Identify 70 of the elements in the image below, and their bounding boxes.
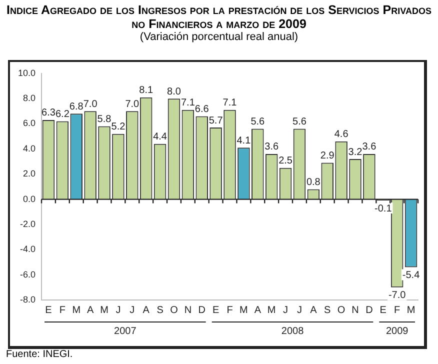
y-tick-label: -6.0 [20, 269, 36, 280]
data-label: 5.8 [97, 114, 112, 126]
y-tick-label: 2.0 [23, 168, 36, 179]
data-label: 5.2 [111, 122, 126, 133]
x-tick-label: M [100, 304, 108, 316]
x-tick-label: M [240, 304, 248, 316]
data-label: 6.2 [55, 108, 70, 120]
x-tick-label: J [296, 304, 302, 316]
data-label: 5.7 [208, 115, 224, 126]
text: 2007 [114, 326, 137, 337]
data-label: 3.2 [348, 146, 363, 158]
data-label: 7.0 [83, 98, 98, 110]
y-tick-label: 6.0 [23, 118, 36, 128]
x-tick-label: S [324, 304, 332, 316]
y-tick-label: -2.0 [20, 218, 36, 229]
data-label: 5.6 [250, 116, 266, 128]
x-tick-label: O [337, 304, 346, 316]
x-tick-label: N [184, 304, 192, 316]
data-label: 6.3 [42, 108, 56, 119]
x-tick-label: A [86, 304, 94, 316]
data-label: 7.0 [125, 98, 140, 110]
x-tick-label: S [156, 304, 164, 316]
data-label: 6.8 [69, 101, 84, 112]
data-label: 5.6 [292, 116, 307, 128]
x-tick-label: O [170, 304, 178, 316]
data-label: -7.0 [388, 290, 406, 302]
x-tick-label: M [267, 304, 276, 316]
x-tick-label: E [380, 304, 387, 316]
data-label: 2.5 [278, 156, 293, 167]
data-label: 8.1 [139, 85, 154, 96]
data-label: 4.6 [334, 129, 349, 140]
y-tick-label: 10.0 [18, 68, 36, 78]
text: 2009 [386, 326, 409, 337]
x-tick-label: A [254, 304, 262, 316]
x-tick-label: J [130, 304, 135, 316]
data-label: 4.1 [236, 135, 252, 146]
x-tick-label: E [45, 304, 52, 316]
data-label: 4.4 [153, 132, 168, 143]
data-label: 3.6 [264, 142, 279, 153]
y-tick-label: -4.0 [20, 244, 36, 254]
data-label: 8.0 [167, 86, 182, 98]
y-tick-label: 0.0 [23, 194, 36, 204]
x-tick-label: D [198, 304, 206, 316]
text: 2008 [281, 326, 304, 337]
x-tick-label: F [226, 304, 233, 316]
x-tick-label: F [59, 304, 66, 316]
data-label: 0.8 [306, 176, 321, 188]
data-label: 3.6 [362, 142, 377, 153]
chart-subtitle: (Variación porcentual real anual) [138, 31, 300, 43]
chart-title: Indice Agregado de los Ingresos por la prestación de los Servicios Privados no Financieros a marzo de 2009 [6, 3, 432, 31]
x-tick-label: N [352, 304, 359, 316]
x-tick-label: A [310, 304, 318, 316]
data-label: -5.4 [402, 270, 420, 282]
data-label: 2.9 [320, 150, 335, 162]
x-tick-label: F [394, 304, 400, 316]
x-tick-label: M [72, 304, 81, 316]
source-note: Fuente: INEGI. [6, 349, 73, 360]
y-tick-label: 8.0 [23, 93, 36, 104]
y-tick-label: 4.0 [23, 143, 36, 154]
x-tick-label: M [406, 304, 416, 316]
x-tick-label: J [283, 304, 288, 316]
x-tick-label: J [116, 304, 121, 316]
data-label: -0.1 [374, 203, 392, 214]
data-label: 6.6 [194, 104, 210, 115]
data-label: 7.1 [222, 98, 238, 109]
y-tick-label: -8.0 [20, 294, 36, 304]
data-label: 7.1 [180, 98, 196, 109]
x-tick-label: A [142, 304, 150, 316]
x-tick-label: E [212, 304, 220, 316]
x-tick-label: D [366, 304, 373, 316]
